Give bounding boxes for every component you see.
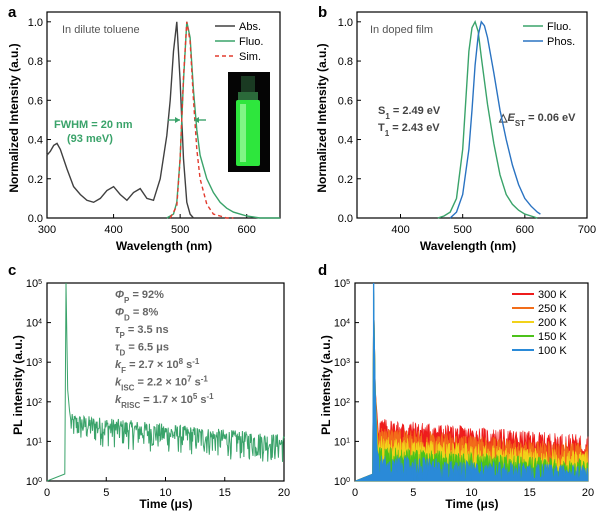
panel-d-xtick-label: 5 [410, 487, 416, 499]
panel-b-xtick-label: 400 [391, 224, 409, 236]
panel-b-frame [356, 11, 588, 219]
panel-c-param-4: kF = 2.7 × 108 s-1 [115, 357, 200, 375]
fwhm-label-line1: FWHM = 20 nm [54, 119, 133, 131]
panel-a-ytick-label: 0.8 [28, 56, 43, 68]
panel-d-series-100k [354, 282, 589, 482]
panel-a-series-abs [46, 21, 195, 219]
panel-c-xtick-label: 5 [103, 487, 109, 499]
panel-c-xlabel: Time (μs) [139, 497, 192, 511]
panel-d-xtick-label: 0 [352, 487, 358, 499]
panel-b-annotation: In doped film [370, 24, 433, 36]
panel-c-ytick-label: 103 [26, 357, 42, 369]
panel-a-xtick-label: 600 [238, 224, 256, 236]
panel-a-xtick-label: 500 [171, 224, 189, 236]
panel-a-series-sim [169, 21, 234, 219]
panel-d-ytick-label: 104 [334, 318, 350, 330]
panel-d-legend-label: 200 K [538, 317, 567, 329]
panel-c-transient-pl: PL intensity (a.u.) Time (μs) 0 5 10 15 20 10… [11, 278, 290, 511]
panel-c-param-5: kISC = 2.2 × 107 s-1 [115, 374, 208, 392]
panel-d-legend-label: 250 K [538, 303, 567, 315]
panel-b-xtick-label: 600 [516, 224, 534, 236]
panel-b-legend-label: Fluo. [547, 21, 571, 33]
panel-b-legend-label: Phos. [547, 36, 575, 48]
panel-a-xtick-label: 400 [104, 224, 122, 236]
panel-a-ytick-label: 0.2 [28, 174, 43, 186]
panel-c-ylabel: PL intensity (a.u.) [11, 335, 25, 435]
panel-d-ytick-label: 100 [334, 476, 350, 488]
panel-b-xtick-label: 500 [453, 224, 471, 236]
panel-d-ytick-label: 105 [334, 278, 350, 290]
fwhm-arrow-left-head [175, 117, 180, 123]
panel-d-xtick-label: 20 [582, 487, 594, 499]
panel-a-frame [46, 11, 281, 219]
panel-d-ytick-label: 101 [334, 436, 350, 448]
panel-letter-a: a [8, 4, 17, 21]
panel-d-legend-label: 100 K [538, 345, 567, 357]
panel-c-xtick-label: 15 [219, 487, 231, 499]
panel-b-xlabel: Wavelength (nm) [420, 239, 516, 253]
panel-b-series-phos [449, 20, 541, 219]
panel-letter-d: d [318, 262, 327, 279]
panel-c-param-2: τP = 3.5 ns [115, 324, 169, 340]
panel-c-xtick-label: 10 [159, 487, 171, 499]
panel-a-xtick-label: 300 [38, 224, 56, 236]
panel-b-ylabel: Normalized Intensity (a.u.) [315, 43, 329, 192]
panel-d-xtick-label: 15 [524, 487, 536, 499]
panel-b-doped-film: Normalized Intensity (a.u.) Wavelength (… [315, 11, 596, 253]
panel-b-ytick-label: 0.6 [338, 95, 353, 107]
panel-b-ytick-label: 1.0 [338, 17, 353, 29]
panel-a-xlabel: Wavelength (nm) [116, 239, 212, 253]
t1-energy-label: T1 = 2.43 eV [378, 122, 440, 138]
panel-b-ytick-label: 0.2 [338, 174, 353, 186]
fwhm-label-line2: (93 meV) [67, 133, 113, 145]
panel-a-ytick-label: 0.4 [28, 135, 43, 147]
panel-letter-c: c [8, 262, 16, 279]
panel-d-xlabel: Time (μs) [445, 497, 498, 511]
panel-d-ylabel: PL intensity (a.u.) [319, 335, 333, 435]
panel-b-series-fluo [437, 19, 538, 219]
panel-c-xtick-label: 0 [44, 487, 50, 499]
panel-letter-b: b [318, 4, 327, 21]
panel-a-legend-label: Sim. [239, 51, 261, 63]
panel-d-legend-label: 300 K [538, 289, 567, 301]
delta-est-label: △EST = 0.06 eV [498, 112, 576, 128]
fwhm-arrow-right-head [194, 117, 199, 123]
panel-b-ytick-label: 0.4 [338, 135, 353, 147]
panel-c-param-0: ΦP = 92% [115, 289, 164, 305]
panel-a-series-fluo [166, 21, 280, 219]
panel-c-xtick-label: 20 [278, 487, 290, 499]
panel-a-ylabel: Normalized Intensity (a.u.) [7, 43, 21, 192]
panel-a-ytick-label: 1.0 [28, 17, 43, 29]
panel-c-ytick-label: 100 [26, 476, 42, 488]
panel-a-ytick-label: 0.0 [28, 213, 43, 225]
vial-photo-inset [228, 72, 270, 172]
panel-c-param-1: ΦD = 8% [115, 307, 158, 323]
panel-a-legend-label: Abs. [239, 21, 261, 33]
panel-d-series-300k [354, 282, 589, 482]
panel-a-annotation: In dilute toluene [62, 24, 140, 36]
panel-b-ytick-label: 0.0 [338, 213, 353, 225]
panel-b-ytick-label: 0.8 [338, 56, 353, 68]
panel-d-temperature-pl: PL intensity (a.u.) Time (μs) 0 5 10 15 20 10… [319, 278, 594, 511]
panel-d-xtick-label: 10 [465, 487, 477, 499]
panel-c-ytick-label: 102 [26, 397, 42, 409]
panel-d-legend-label: 150 K [538, 331, 567, 343]
panel-c-ytick-label: 101 [26, 436, 42, 448]
s1-energy-label: S1 = 2.49 eV [378, 105, 441, 121]
panel-c-param-6: kRISC = 1.7 × 105 s-1 [115, 392, 214, 410]
panel-d-ytick-label: 102 [334, 397, 350, 409]
panel-c-series-decay [46, 282, 285, 482]
panel-d-series-150k [354, 282, 589, 482]
panel-a-legend-label: Fluo. [239, 36, 263, 48]
panel-d-ytick-label: 103 [334, 357, 350, 369]
panel-c-param-3: τD = 6.5 μs [115, 342, 169, 358]
panel-a-absorption-fluorescence: Normalized Intensity (a.u.) Wavelength (… [7, 11, 281, 253]
panel-b-xtick-label: 700 [578, 224, 596, 236]
panel-c-ytick-label: 104 [26, 318, 42, 330]
panel-c-ytick-label: 105 [26, 278, 42, 290]
panel-a-ytick-label: 0.6 [28, 95, 43, 107]
